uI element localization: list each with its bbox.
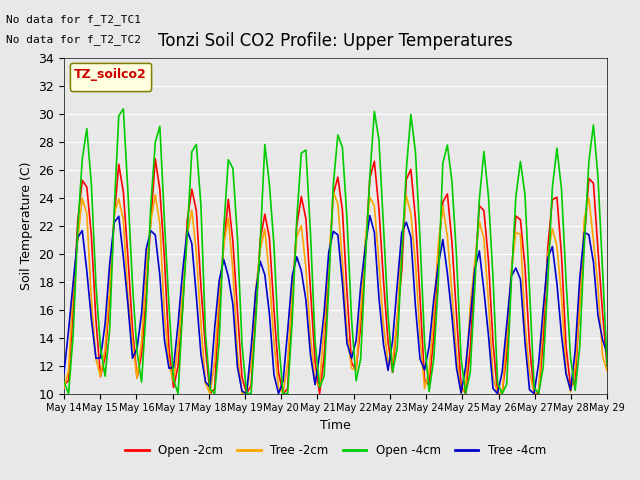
Title: Tonzi Soil CO2 Profile: Upper Temperatures: Tonzi Soil CO2 Profile: Upper Temperatur…	[158, 33, 513, 50]
Y-axis label: Soil Temperature (C): Soil Temperature (C)	[20, 161, 33, 290]
Text: No data for f_T2_TC2: No data for f_T2_TC2	[6, 34, 141, 45]
Legend: Open -2cm, Tree -2cm, Open -4cm, Tree -4cm: Open -2cm, Tree -2cm, Open -4cm, Tree -4…	[120, 439, 551, 462]
X-axis label: Time: Time	[320, 419, 351, 432]
Text: No data for f_T2_TC1: No data for f_T2_TC1	[6, 14, 141, 25]
